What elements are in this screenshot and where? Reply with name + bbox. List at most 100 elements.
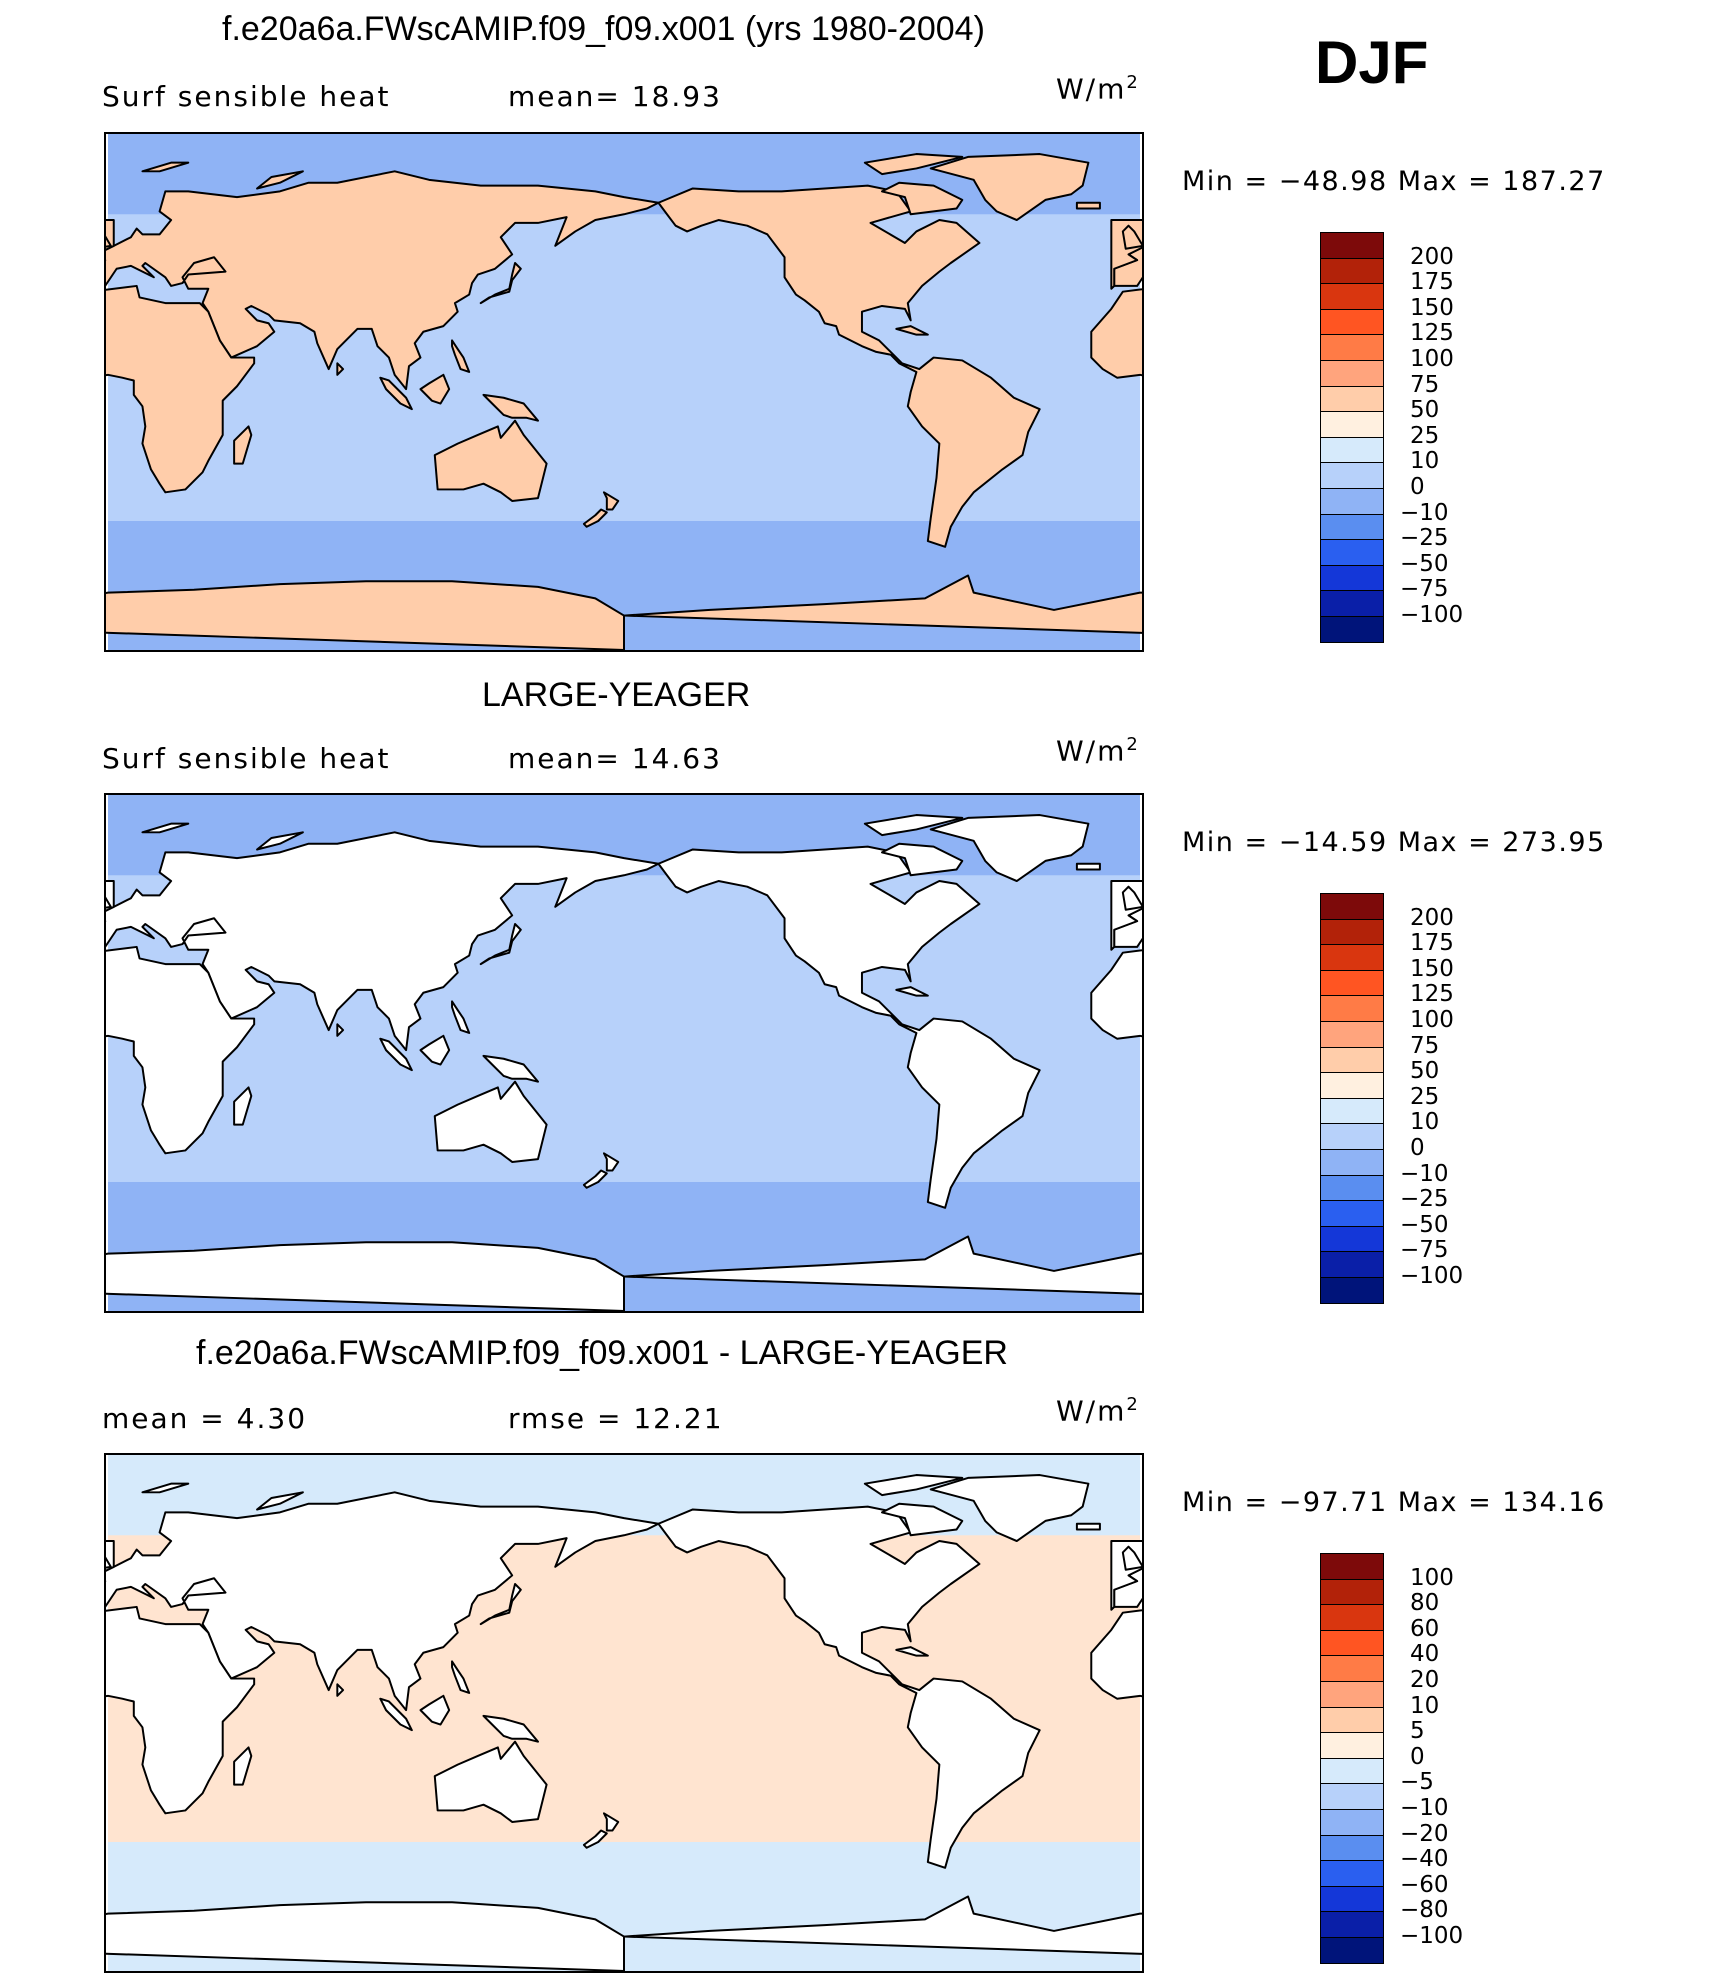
colorbar-tick-label: 5: [1410, 1718, 1425, 1745]
landmass-japan: [479, 1583, 522, 1626]
colorbar-swatch: [1320, 893, 1384, 919]
colorbar-swatch: [1320, 411, 1384, 437]
colorbar-swatch: [1320, 1757, 1384, 1784]
landmass-antarctica: [623, 1235, 1142, 1295]
colorbar-swatch: [1320, 1655, 1384, 1681]
colorbar-swatch: [1320, 944, 1384, 970]
colorbar-tick-label: 100: [1410, 1007, 1454, 1033]
continent-outlines: [106, 1474, 1142, 1971]
landmass-philippines: [451, 1660, 471, 1694]
panel-1-title: f.e20a6a.FWscAMIP.f09_f09.x001 (yrs 1980…: [222, 10, 985, 48]
panel-2-colorbar: 200 175 150 125 100 75 50 25 10 0 −10 −25 −50 −75 −100: [1320, 893, 1463, 1304]
colorbar-swatch: [1320, 616, 1384, 642]
panel-3-map: [104, 1453, 1144, 1973]
colorbar-tick-label: 60: [1410, 1615, 1440, 1642]
colorbar-swatch: [1320, 1149, 1384, 1175]
colorbar-edge: [1320, 1302, 1384, 1304]
landmass-sumatra: [379, 1697, 413, 1732]
landmass-newguinea: [482, 1054, 539, 1083]
landmass-eurasia_e: [106, 831, 660, 1052]
landmass-svalbard: [141, 161, 190, 173]
landmass-americas: [657, 845, 1041, 1209]
map-canvas: [106, 1455, 1142, 1971]
colorbar-swatch: [1320, 232, 1384, 258]
landmass-uk: [1121, 224, 1142, 250]
landmass-uk: [106, 896, 112, 909]
colorbar-tick-label: −25: [1400, 525, 1449, 552]
landmass-borneo: [419, 1694, 451, 1726]
colorbar-tick-label: 100: [1410, 346, 1454, 372]
colorbar-swatch: [1320, 1097, 1384, 1124]
colorbar-swatch: [1320, 1072, 1384, 1098]
panel-3-rmse: rmse = 12.21: [508, 1402, 724, 1435]
colorbar-swatch: [1320, 995, 1384, 1021]
colorbar-swatch: [1320, 1046, 1384, 1073]
panel-3-colorbar: 100 80 60 40 20 10 5 0 −5 −10 −20 −40 −60 −80 −100: [1320, 1553, 1463, 1964]
colorbar-swatch: [1320, 1277, 1384, 1303]
landmass-africa: [106, 945, 256, 1155]
colorbar-tick-label: −50: [1400, 1211, 1449, 1238]
landmass-ellesmere: [863, 814, 964, 837]
colorbar-tick-label: 100: [1410, 1564, 1454, 1591]
colorbar-edge: [1320, 1962, 1384, 1964]
landmass-uk: [1121, 885, 1142, 911]
colorbar-swatch: [1320, 308, 1384, 335]
landmass-nz_s: [582, 1169, 608, 1189]
colorbar-tick-label: 0: [1410, 474, 1425, 500]
colorbar-tick-label: −10: [1400, 499, 1449, 526]
colorbar-tick-label: −80: [1400, 1897, 1449, 1924]
landmass-cuba: [895, 986, 929, 997]
landmass-novaya: [256, 170, 304, 190]
landmass-greenland: [929, 153, 1090, 222]
colorbar-swatch: [1320, 1706, 1384, 1733]
colorbar-swatch: [1320, 1809, 1384, 1835]
panel-1-min-max: Min = −48.98 Max = 187.27: [1182, 166, 1606, 197]
landmass-iceland: [1075, 201, 1101, 210]
panel-2-map: [104, 793, 1144, 1313]
landmass-nz_n: [602, 1152, 620, 1172]
panel-2-variable: Surf sensible heat: [102, 742, 391, 775]
colorbar-swatch: [1320, 385, 1384, 412]
colorbar-swatch: [1320, 488, 1384, 514]
colorbar-swatch: [1320, 1681, 1384, 1707]
continent-outlines: [106, 814, 1142, 1311]
colorbar-swatch: [1320, 1783, 1384, 1809]
landmass-svalbard: [141, 822, 190, 834]
colorbar-tick-label: 10: [1410, 448, 1440, 475]
landmass-eurasia_e: [1113, 907, 1142, 948]
colorbar-tick-label: 80: [1410, 1590, 1440, 1617]
colorbar-tick-label: 175: [1410, 930, 1454, 957]
landmass-baffin: [881, 181, 964, 216]
landmass-baffin: [881, 842, 964, 877]
landmass-antarctica: [106, 1241, 625, 1311]
landmass-eurasia_e: [106, 1491, 660, 1712]
landmass-svalbard: [141, 1482, 190, 1494]
colorbar-swatch: [1320, 1911, 1384, 1937]
landmass-nz_n: [602, 1812, 620, 1832]
landmass-madagascar: [233, 1086, 253, 1126]
landmass-africa: [1090, 288, 1142, 379]
landmass-antarctica: [623, 1895, 1142, 1955]
colorbar-tick-label: 10: [1410, 1109, 1440, 1136]
landmass-eurasia_e: [1113, 1567, 1142, 1608]
landmass-ellesmere: [863, 1474, 964, 1497]
map-canvas: [106, 134, 1142, 650]
colorbar-tick-label: −20: [1400, 1820, 1449, 1847]
colorbar-tick-label: 125: [1410, 981, 1454, 1008]
colorbar-swatch: [1320, 1578, 1384, 1605]
colorbar-tick-label: −75: [1400, 576, 1449, 603]
landmass-philippines: [451, 1000, 471, 1034]
landmass-srilanka: [336, 362, 345, 376]
colorbar-edge: [1320, 641, 1384, 643]
colorbar-swatch: [1320, 1834, 1384, 1861]
landmass-nz_s: [582, 1829, 608, 1849]
panel-2-min-max: Min = −14.59 Max = 273.95: [1182, 827, 1606, 858]
landmass-americas: [657, 1505, 1041, 1869]
colorbar-tick-label: 175: [1410, 269, 1454, 296]
colorbar-swatch: [1320, 1860, 1384, 1886]
landmass-eurasia_e: [1113, 246, 1142, 287]
landmass-newguinea: [482, 1714, 539, 1743]
landmass-madagascar: [233, 425, 253, 465]
colorbar-swatch: [1320, 590, 1384, 616]
panel-2-mean: mean= 14.63: [508, 742, 722, 775]
